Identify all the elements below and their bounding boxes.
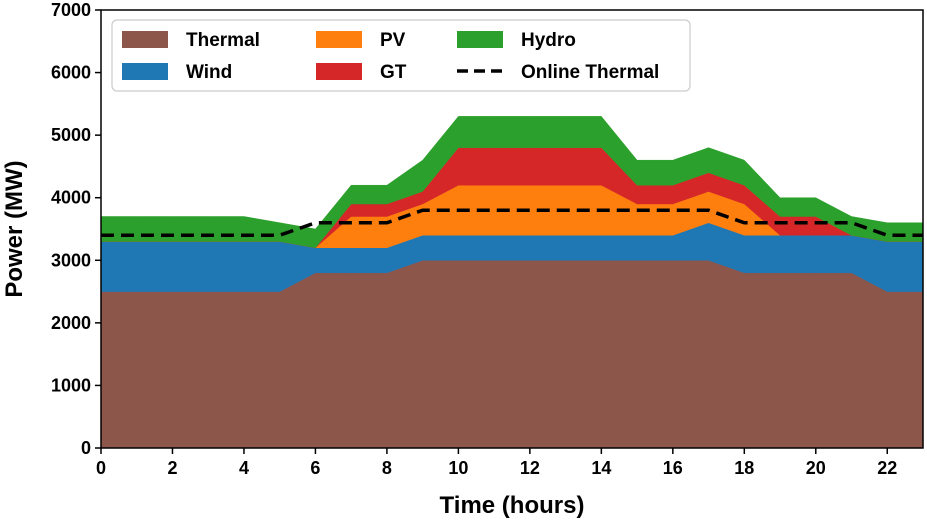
legend-swatch-hydro <box>457 31 503 48</box>
stacked-areas <box>100 116 924 449</box>
x-tick-label: 22 <box>877 458 897 478</box>
x-tick-label: 10 <box>448 458 468 478</box>
legend-box <box>111 19 691 92</box>
x-tick-label: 8 <box>382 458 392 478</box>
y-tick-label: 6000 <box>51 63 91 83</box>
legend-swatch-pv <box>316 31 362 48</box>
y-tick-label: 1000 <box>51 375 91 395</box>
y-tick-label: 3000 <box>51 250 91 270</box>
legend-label-thermal: Thermal <box>186 30 260 51</box>
y-tick-label: 5000 <box>51 125 91 145</box>
legend-label-hydro: Hydro <box>521 30 576 51</box>
line-online-thermal <box>101 208 923 238</box>
legend-swatch-gt <box>316 63 362 80</box>
x-tick-label: 18 <box>734 458 754 478</box>
legend-label-gt: GT <box>380 62 407 83</box>
legend: Thermal Wind PV GT Hydro Online Thermal <box>111 19 691 92</box>
y-tick-label: 0 <box>81 438 91 458</box>
y-tick-label: 4000 <box>51 188 91 208</box>
legend-label-wind: Wind <box>186 62 232 83</box>
x-tick-label: 20 <box>806 458 826 478</box>
plot-frame <box>100 9 924 449</box>
x-tick-label: 0 <box>96 458 106 478</box>
x-tick-label: 16 <box>663 458 683 478</box>
x-axis-ticks: 0 2 4 6 8 10 12 14 16 18 20 22 <box>96 448 897 478</box>
line-series <box>101 208 923 238</box>
y-axis-title: Power (MW) <box>1 160 28 297</box>
x-tick-label: 2 <box>167 458 177 478</box>
legend-label-online-thermal: Online Thermal <box>521 62 659 83</box>
legend-swatch-thermal <box>122 31 168 48</box>
y-axis-ticks: 0 1000 2000 3000 4000 5000 6000 7000 <box>51 0 101 458</box>
y-tick-label: 2000 <box>51 313 91 333</box>
legend-swatch-wind <box>122 63 168 80</box>
x-tick-label: 14 <box>591 458 611 478</box>
y-tick-label: 7000 <box>51 0 91 20</box>
x-axis-title: Time (hours) <box>440 492 585 519</box>
x-tick-label: 6 <box>310 458 320 478</box>
legend-label-pv: PV <box>380 30 406 51</box>
x-tick-label: 12 <box>520 458 540 478</box>
x-tick-label: 4 <box>239 458 249 478</box>
